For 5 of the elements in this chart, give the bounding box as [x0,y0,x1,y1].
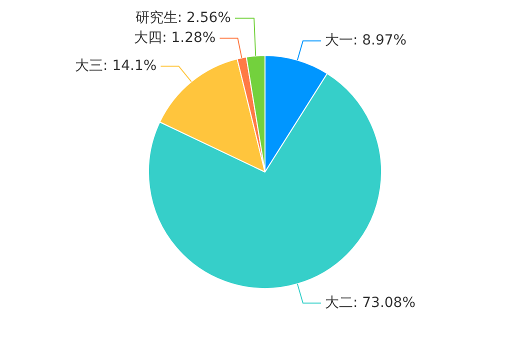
slice-label: 大一: 8.97% [324,32,407,49]
slice-label: 大四: 1.28% [134,30,216,46]
slice-label: 大三: 14.1% [75,58,157,74]
slice-label: 研究生: 2.56% [135,10,231,26]
slice-label: 大二: 73.08% [324,294,416,311]
